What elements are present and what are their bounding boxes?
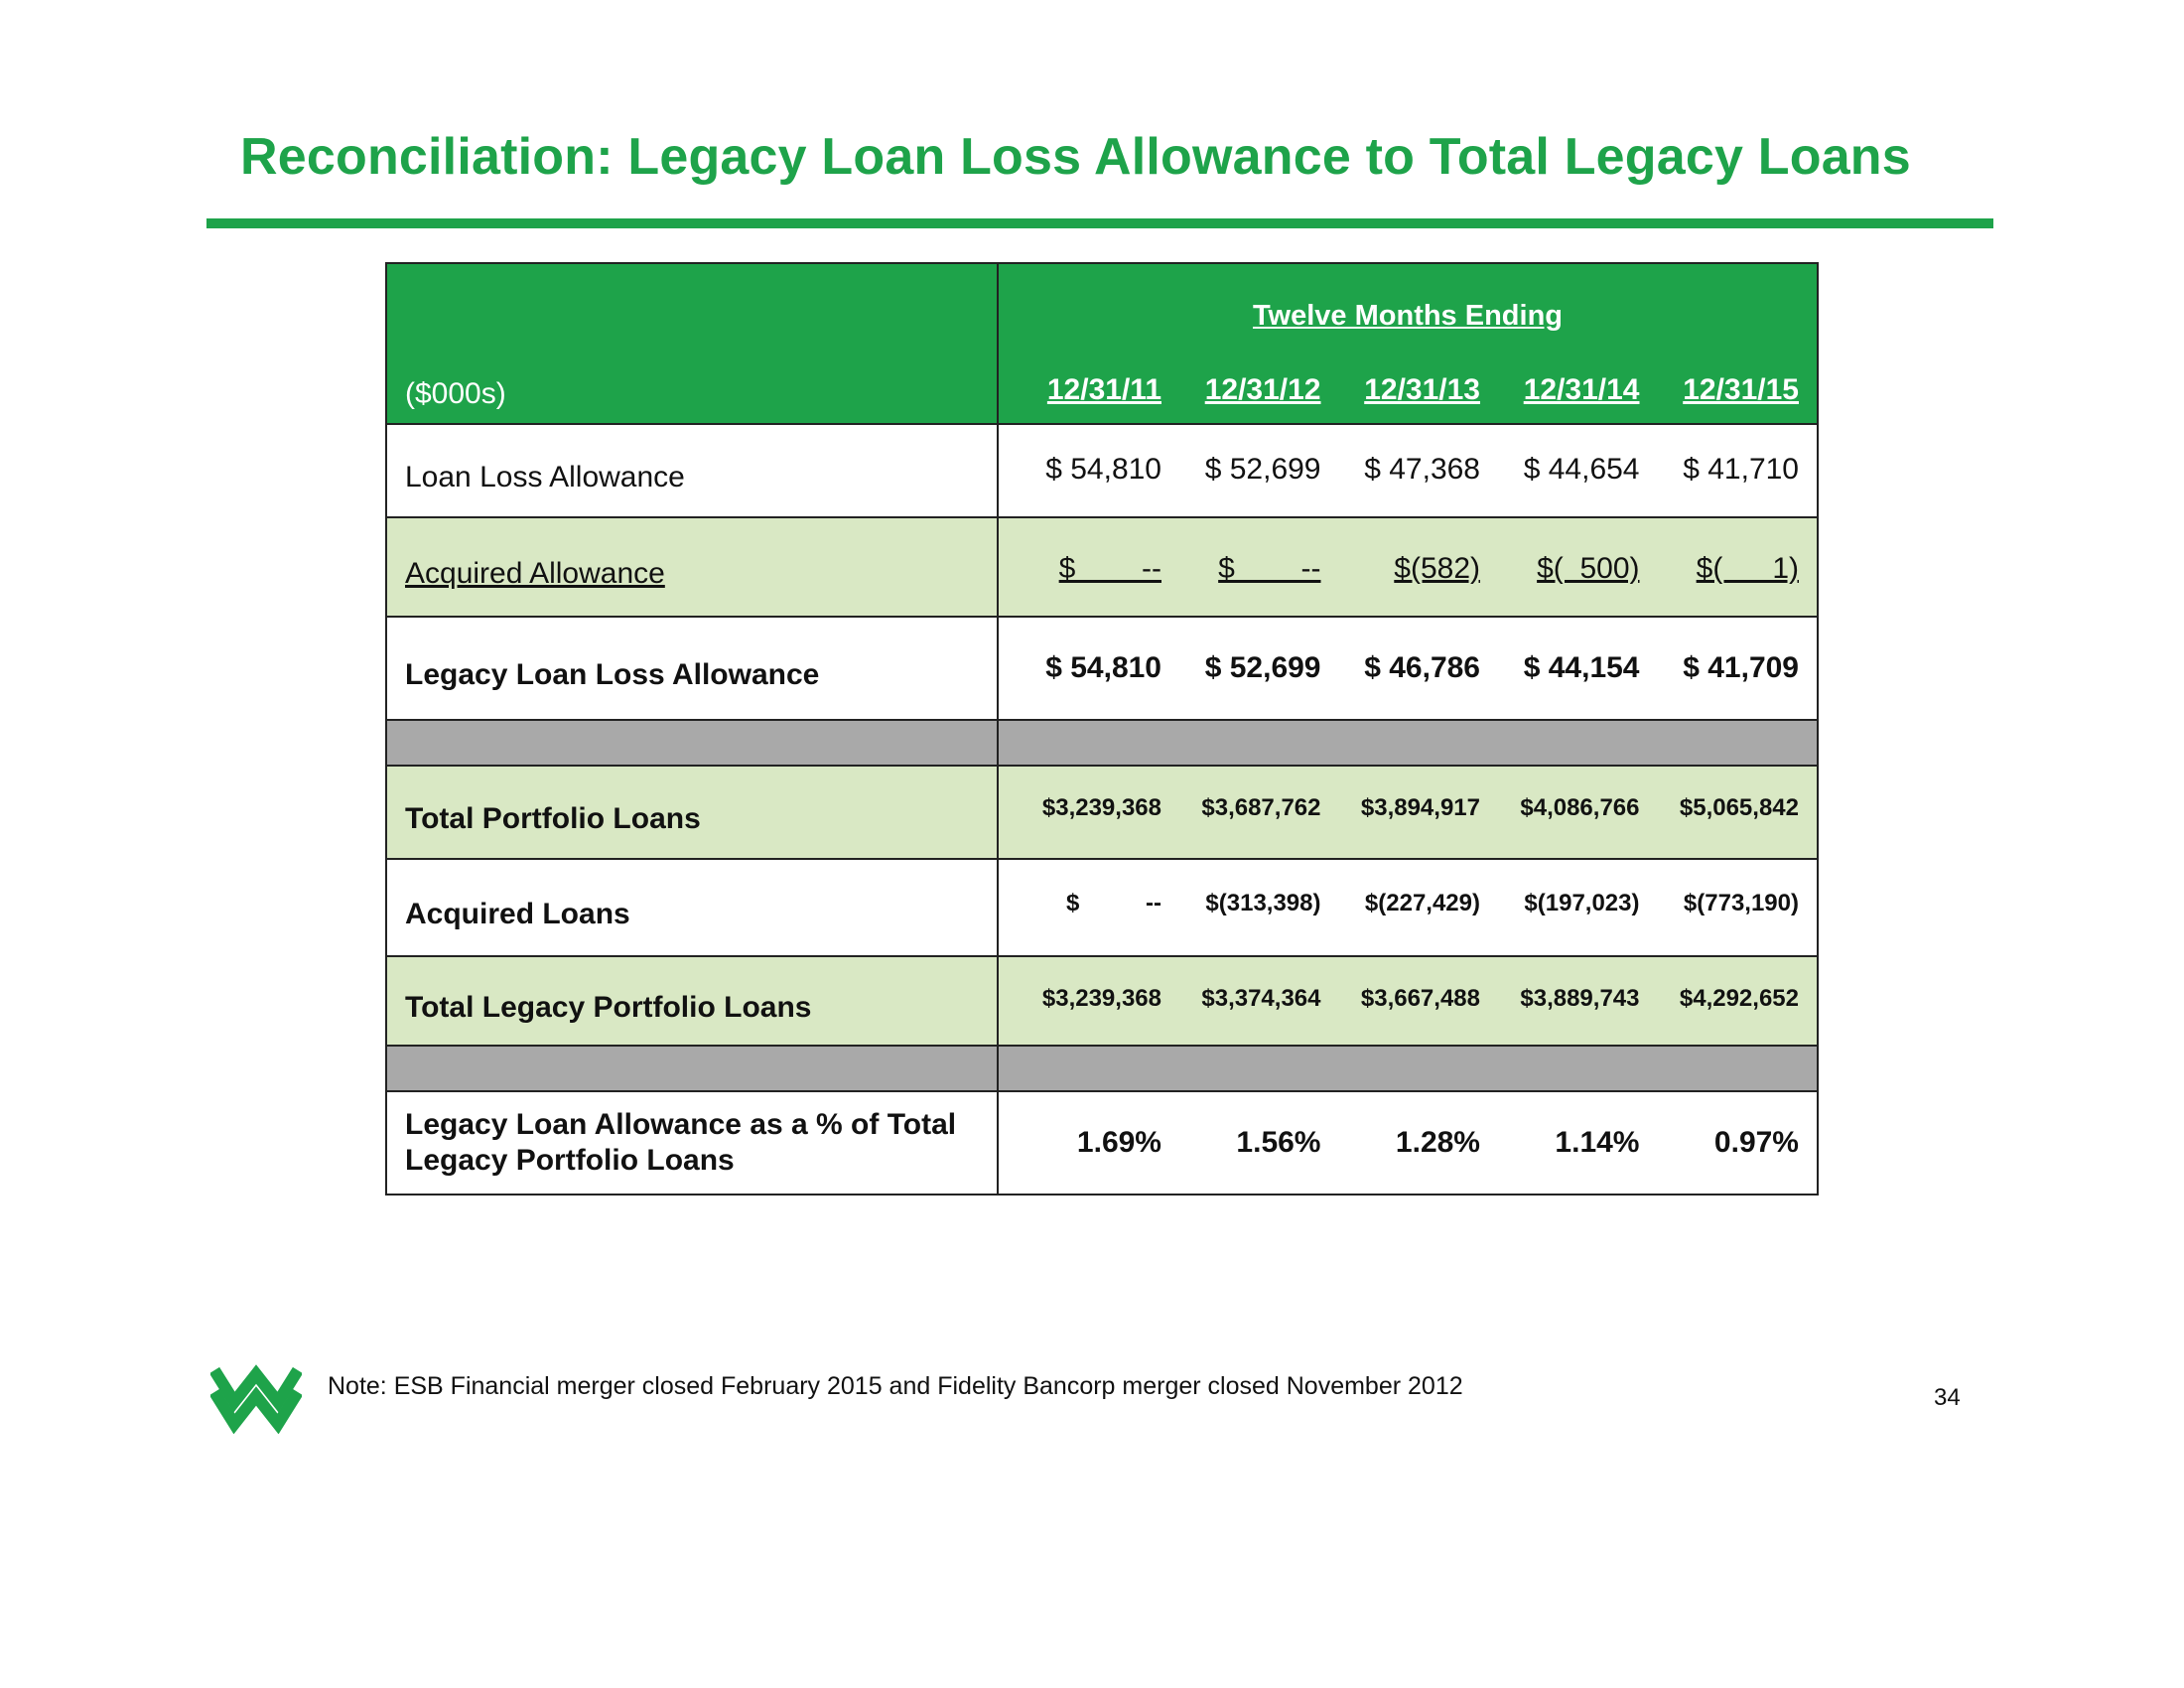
value-cell: $ --	[1058, 552, 1161, 585]
value-cell: $ 46,786	[1364, 651, 1480, 684]
date-header: 12/31/14	[1523, 373, 1640, 406]
value-cell: $( 500)	[1537, 552, 1640, 585]
value-cell: $ 47,368	[1364, 453, 1480, 486]
unit-label: ($000s)	[385, 262, 999, 425]
row-values: $ -- $(313,398) $(227,429) $(197,023) $(…	[997, 858, 1819, 957]
value-cell: $ --	[1065, 890, 1161, 916]
value-cell: $(197,023)	[1524, 890, 1640, 916]
table-row: Acquired Loans $ -- $(313,398) $(227,429…	[385, 858, 1819, 957]
value-cell: $3,239,368	[1041, 985, 1161, 1012]
value-cell: $3,687,762	[1201, 794, 1321, 821]
table-row: Legacy Loan Loss Allowance $ 54,810 $ 52…	[385, 616, 1819, 721]
table-row: Legacy Loan Allowance as a % of Total Le…	[385, 1090, 1819, 1196]
value-cell: $ 41,710	[1683, 453, 1799, 486]
table-row: Total Legacy Portfolio Loans $3,239,368 …	[385, 955, 1819, 1047]
row-values: 1.69% 1.56% 1.28% 1.14% 0.97%	[997, 1090, 1819, 1196]
row-label-loan-loss-allowance: Loan Loss Allowance	[385, 423, 999, 518]
row-label-total-portfolio-loans: Total Portfolio Loans	[385, 765, 999, 860]
table-row: Acquired Allowance $ -- $ -- $(582) $( 5…	[385, 516, 1819, 618]
date-headers: 12/31/11 12/31/12 12/31/13 12/31/14 12/3…	[999, 373, 1817, 407]
row-values: $3,239,368 $3,374,364 $3,667,488 $3,889,…	[997, 955, 1819, 1047]
reconciliation-table: ($000s) Twelve Months Ending 12/31/11 12…	[385, 262, 1819, 1196]
title-underline-rule	[206, 218, 1993, 228]
separator-row	[385, 1045, 1819, 1092]
value-cell: 1.69%	[1076, 1126, 1161, 1159]
row-values: $ 54,810 $ 52,699 $ 47,368 $ 44,654 $ 41…	[997, 423, 1819, 518]
value-cell: $(582)	[1394, 552, 1480, 585]
value-cell: $3,889,743	[1520, 985, 1640, 1012]
date-header: 12/31/11	[1046, 373, 1161, 406]
value-cell: 1.14%	[1555, 1126, 1640, 1159]
table-row: Total Portfolio Loans $3,239,368 $3,687,…	[385, 765, 1819, 860]
value-cell: $ 54,810	[1045, 453, 1161, 486]
page-title: Reconciliation: Legacy Loan Loss Allowan…	[240, 128, 1911, 186]
company-logo-icon	[210, 1364, 302, 1434]
header-period-cell: Twelve Months Ending 12/31/11 12/31/12 1…	[997, 262, 1819, 425]
table-header-row: ($000s) Twelve Months Ending 12/31/11 12…	[385, 262, 1819, 425]
separator-cell	[997, 1045, 1819, 1092]
value-cell: $3,374,364	[1201, 985, 1321, 1012]
row-values: $ -- $ -- $(582) $( 500) $( 1)	[997, 516, 1819, 618]
row-label-legacy-pct: Legacy Loan Allowance as a % of Total Le…	[385, 1090, 999, 1196]
value-cell: 0.97%	[1713, 1126, 1799, 1159]
value-cell: 1.28%	[1395, 1126, 1480, 1159]
value-cell: $ 52,699	[1204, 651, 1321, 684]
separator-cell	[997, 719, 1819, 767]
period-header: Twelve Months Ending	[1252, 300, 1564, 332]
label-line: Legacy Portfolio Loans	[405, 1144, 735, 1177]
footnote: Note: ESB Financial merger closed Februa…	[328, 1372, 1463, 1400]
value-cell: $ 44,654	[1523, 453, 1640, 486]
row-label-acquired-allowance: Acquired Allowance	[385, 516, 999, 618]
row-label-total-legacy-portfolio-loans: Total Legacy Portfolio Loans	[385, 955, 999, 1047]
value-cell: $5,065,842	[1679, 794, 1799, 821]
label-line: Legacy Loan Allowance as a % of Total	[405, 1108, 957, 1141]
separator-cell	[385, 719, 999, 767]
value-cell: $3,894,917	[1360, 794, 1480, 821]
date-header: 12/31/13	[1364, 373, 1480, 406]
row-values: $3,239,368 $3,687,762 $3,894,917 $4,086,…	[997, 765, 1819, 860]
value-cell: $ 52,699	[1204, 453, 1321, 486]
value-cell: $4,086,766	[1520, 794, 1640, 821]
value-cell: $3,239,368	[1041, 794, 1161, 821]
value-cell: $ 44,154	[1523, 651, 1640, 684]
value-cell: $ --	[1218, 552, 1321, 585]
value-cell: $(227,429)	[1364, 890, 1480, 916]
page-number: 34	[1934, 1384, 1961, 1411]
table-row: Loan Loss Allowance $ 54,810 $ 52,699 $ …	[385, 423, 1819, 518]
value-cell: $( 1)	[1696, 552, 1799, 585]
separator-row	[385, 719, 1819, 767]
value-cell: 1.56%	[1236, 1126, 1321, 1159]
value-cell: $3,667,488	[1360, 985, 1480, 1012]
date-header: 12/31/15	[1683, 373, 1799, 406]
row-label-acquired-loans: Acquired Loans	[385, 858, 999, 957]
value-cell: $ 41,709	[1683, 651, 1799, 684]
date-header: 12/31/12	[1204, 373, 1321, 406]
row-values: $ 54,810 $ 52,699 $ 46,786 $ 44,154 $ 41…	[997, 616, 1819, 721]
value-cell: $(773,190)	[1683, 890, 1799, 916]
value-cell: $4,292,652	[1679, 985, 1799, 1012]
row-label-legacy-loan-loss-allowance: Legacy Loan Loss Allowance	[385, 616, 999, 721]
value-cell: $(313,398)	[1205, 890, 1321, 916]
value-cell: $ 54,810	[1045, 651, 1161, 684]
separator-cell	[385, 1045, 999, 1092]
